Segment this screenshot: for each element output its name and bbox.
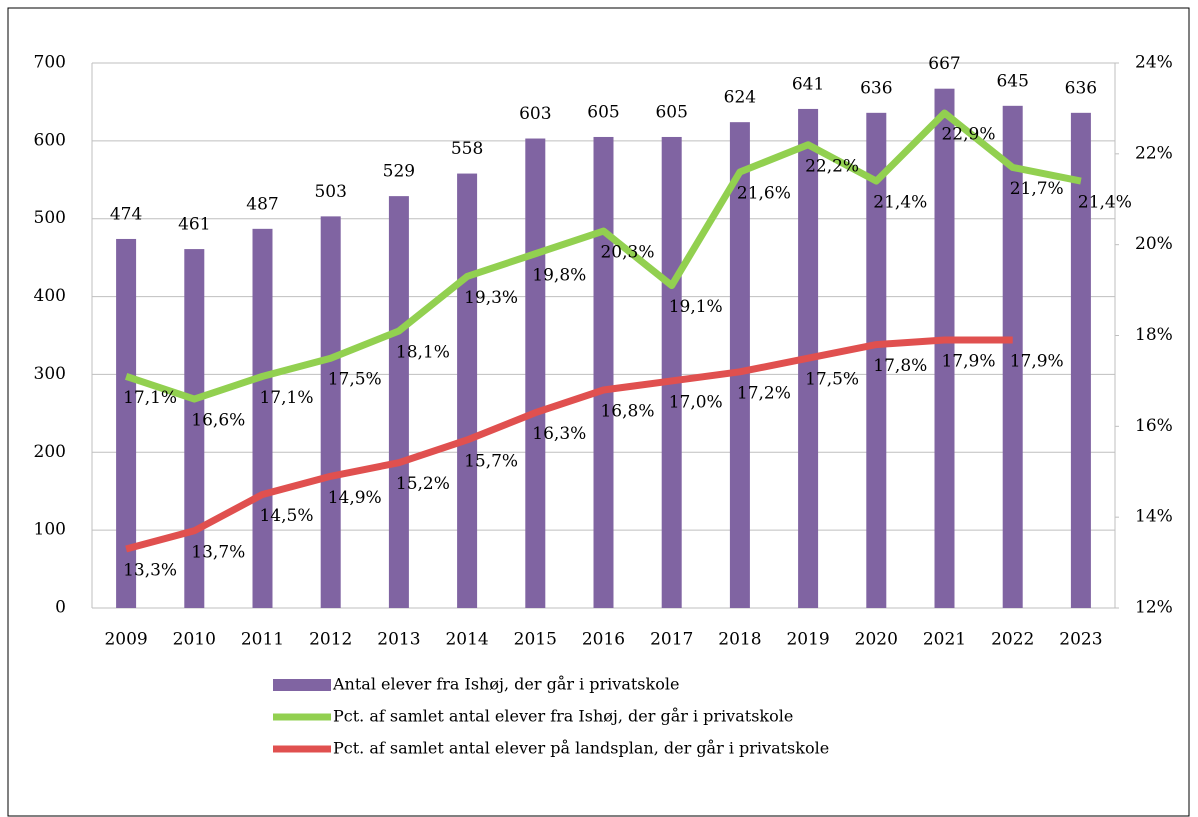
line-label: 19,8% [532, 265, 586, 285]
bar [1070, 112, 1091, 608]
line-label: 13,7% [191, 542, 245, 562]
x-tick-label: 2009 [104, 630, 147, 650]
bar-label: 645 [996, 71, 1028, 91]
bar-label: 487 [246, 194, 278, 214]
y-tick-label: 100 [34, 520, 66, 540]
bar-label: 605 [655, 102, 687, 122]
bar-label: 503 [314, 182, 346, 202]
line-label: 17,8% [873, 356, 927, 376]
line-label: 16,3% [532, 424, 586, 444]
line-label: 18,1% [396, 342, 450, 362]
x-tick-label: 2016 [582, 630, 625, 650]
line-label: 17,1% [259, 388, 313, 408]
y2-tick-label: 12% [1135, 598, 1173, 618]
y2-tick-label: 20% [1135, 234, 1173, 254]
y-tick-label: 200 [34, 442, 66, 462]
bar [388, 196, 409, 608]
y-tick-label: 300 [34, 364, 66, 384]
line-label: 14,5% [259, 506, 313, 526]
x-tick-label: 2022 [991, 630, 1034, 650]
x-tick-label: 2023 [1059, 630, 1102, 650]
bar [729, 122, 750, 609]
line-label: 13,3% [123, 560, 177, 580]
x-tick-label: 2015 [514, 630, 557, 650]
line-label: 21,4% [1078, 193, 1132, 213]
line [125, 336, 1013, 553]
bar [525, 138, 546, 608]
x-tick-label: 2014 [445, 630, 488, 650]
x-tick-label: 2011 [241, 630, 284, 650]
line-label: 17,2% [737, 383, 791, 403]
y2-tick-label: 18% [1135, 325, 1173, 345]
line [124, 109, 1082, 403]
y-tick-label: 700 [34, 53, 66, 73]
bar [661, 136, 682, 608]
bar-label: 624 [724, 88, 756, 108]
line-label: 15,2% [396, 474, 450, 494]
line-label: 16,6% [191, 411, 245, 431]
bar-label: 605 [587, 102, 619, 122]
y-tick-label: 0 [55, 598, 66, 618]
bar-label: 558 [451, 139, 483, 159]
bar-label: 636 [1065, 78, 1097, 98]
legend-swatch [273, 679, 331, 691]
line-label: 16,8% [600, 402, 654, 422]
line-label: 17,5% [805, 370, 859, 390]
line-label: 19,3% [464, 288, 518, 308]
x-tick-label: 2019 [786, 630, 829, 650]
bar [1002, 105, 1023, 609]
line-label: 22,9% [941, 124, 995, 144]
bar-label: 474 [110, 204, 142, 224]
line-label: 14,9% [328, 488, 382, 508]
line-label: 22,2% [805, 156, 859, 176]
line-label: 21,6% [737, 184, 791, 204]
x-tick-label: 2013 [377, 630, 420, 650]
line-label: 17,5% [328, 370, 382, 390]
bar [866, 112, 887, 608]
line-label: 15,7% [464, 451, 518, 471]
x-tick-label: 2017 [650, 630, 693, 650]
y-tick-label: 600 [34, 130, 66, 150]
legend-label: Pct. af samlet antal elever fra Ishøj, d… [333, 707, 793, 726]
bar-label: 461 [178, 215, 210, 235]
bar-label: 529 [383, 162, 415, 182]
bar [252, 228, 273, 609]
x-tick-label: 2021 [923, 630, 966, 650]
line-label: 21,7% [1010, 179, 1064, 199]
bar-label: 603 [519, 104, 551, 124]
bar [116, 238, 137, 608]
bar [320, 216, 341, 608]
y2-tick-label: 24% [1135, 53, 1173, 73]
chart-border [7, 7, 1190, 817]
line-label: 17,9% [941, 352, 995, 372]
y2-tick-label: 14% [1135, 507, 1173, 527]
legend-label: Pct. af samlet antal elever på landsplan… [333, 739, 829, 758]
bar [457, 173, 478, 609]
line-label: 17,0% [669, 392, 723, 412]
bar-label: 641 [792, 74, 824, 94]
line-label: 19,1% [669, 297, 723, 317]
x-tick-label: 2012 [309, 630, 352, 650]
bar [593, 136, 614, 608]
x-tick-label: 2018 [718, 630, 761, 650]
x-tick-label: 2010 [173, 630, 216, 650]
y-tick-label: 500 [34, 208, 66, 228]
x-tick-label: 2020 [855, 630, 898, 650]
line-label: 17,1% [123, 388, 177, 408]
legend-label: Antal elever fra Ishøj, der går i privat… [332, 675, 679, 694]
bar-label: 667 [928, 54, 960, 74]
line-label: 20,3% [600, 243, 654, 263]
bar [184, 249, 205, 609]
line-label: 17,9% [1010, 352, 1064, 372]
y2-tick-label: 22% [1135, 143, 1173, 163]
y2-tick-label: 16% [1135, 416, 1173, 436]
y-tick-label: 400 [34, 286, 66, 306]
bar [934, 88, 955, 608]
bar-label: 636 [860, 78, 892, 98]
line-label: 21,4% [873, 193, 927, 213]
